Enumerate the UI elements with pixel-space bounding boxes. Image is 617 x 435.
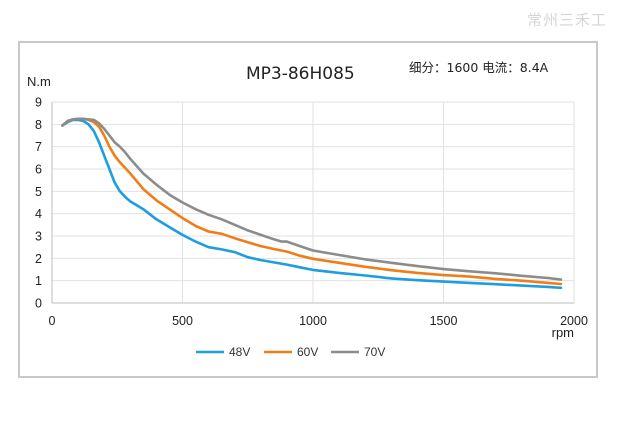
series-line-70V [61,117,563,281]
y-tick-label: 5 [35,185,42,199]
x-tick-label: 1500 [430,314,458,328]
title-background [238,58,384,86]
x-tick-label: 2000 [560,314,588,328]
y-tick-label: 0 [35,297,42,311]
x-tick-label: 1000 [299,314,327,328]
legend-label-70V: 70V [364,345,385,359]
x-axis-label: rpm [552,325,574,340]
y-axis-label: N.m [27,74,51,89]
x-tick-label: 0 [49,314,56,328]
watermark: 常州三禾工 [526,11,607,29]
series-line-48V [61,118,563,290]
axes [51,102,574,304]
series-line-60V [61,117,563,286]
legend-label-60V: 60V [297,345,318,359]
y-tick-label: 2 [35,252,42,266]
legend: 48V 60V 70V [196,345,385,359]
y-tick-label: 4 [35,207,42,221]
y-tick-label: 9 [35,96,42,110]
y-tick-label: 7 [35,140,42,154]
y-tick-label: 3 [35,230,42,244]
chart-subtitle: 细分：1600 电流：8.4A [409,60,549,75]
labels: 0 1 2 3 4 5 6 7 8 9 0 500 1000 1500 2000 N.m rpm MP3-86H0… [27,58,588,340]
y-tick-label: 6 [35,163,42,177]
legend-label-48V: 48V [229,345,250,359]
y-tick-label: 1 [35,274,42,288]
chart-panel [18,41,598,378]
chart-title: MP3-86H085 [246,64,355,84]
series-lines [61,117,563,290]
x-tick-label: 500 [172,314,193,328]
y-tick-label: 8 [35,118,42,132]
